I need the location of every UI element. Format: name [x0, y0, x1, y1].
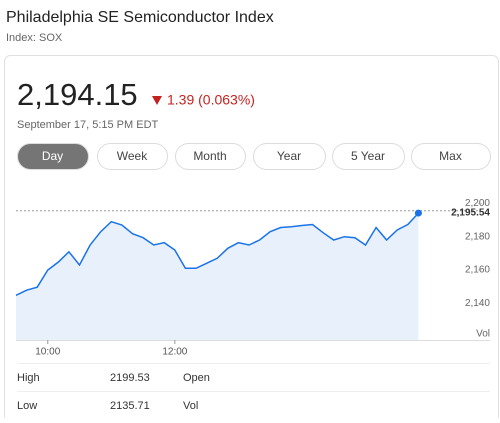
down-arrow [152, 96, 162, 105]
stat-cell: 2199.53 [110, 372, 150, 384]
title: Philadelphia SE Semiconductor Index [6, 9, 274, 26]
tab-label[interactable]: 5 Year [351, 149, 385, 163]
stat-cell: Low [17, 400, 37, 412]
tab-label[interactable]: Month [193, 149, 226, 163]
volume-label: Vol [476, 329, 490, 340]
stat-cell: 2135.71 [110, 400, 150, 412]
price: 2,194.15 [17, 77, 138, 112]
price-line [15, 212, 419, 296]
tab-label[interactable]: Day [42, 149, 63, 163]
tab-button[interactable] [411, 143, 491, 170]
stat-cell: Vol [183, 400, 198, 412]
tab-label[interactable]: Week [117, 149, 148, 163]
x-tick-label: 10:00 [35, 347, 60, 358]
y-tick-label: 2,200 [465, 198, 490, 209]
x-tick-label: 12:00 [162, 347, 187, 358]
y-tick-label: 2,140 [465, 298, 490, 309]
timestamp: September 17, 5:15 PM EDT [17, 119, 159, 131]
tab-label[interactable]: Year [277, 149, 301, 163]
tab-button[interactable] [332, 143, 405, 170]
tab-button[interactable] [17, 143, 89, 170]
last-point [414, 209, 422, 217]
tab-button[interactable] [253, 143, 326, 170]
y-tick-label: 2,180 [465, 231, 490, 242]
tab-label[interactable]: Max [439, 149, 462, 163]
tab-button[interactable] [175, 143, 246, 170]
tab-button[interactable] [97, 143, 168, 170]
subtitle: Index: SOX [6, 32, 63, 44]
stat-cell: High [17, 372, 40, 384]
change: 1.39 (0.063%) [167, 92, 255, 108]
area [16, 213, 419, 340]
stat-cell: Open [183, 372, 210, 384]
previous-close-label: 2,195.54 [451, 207, 490, 218]
y-tick-label: 2,160 [465, 265, 490, 276]
